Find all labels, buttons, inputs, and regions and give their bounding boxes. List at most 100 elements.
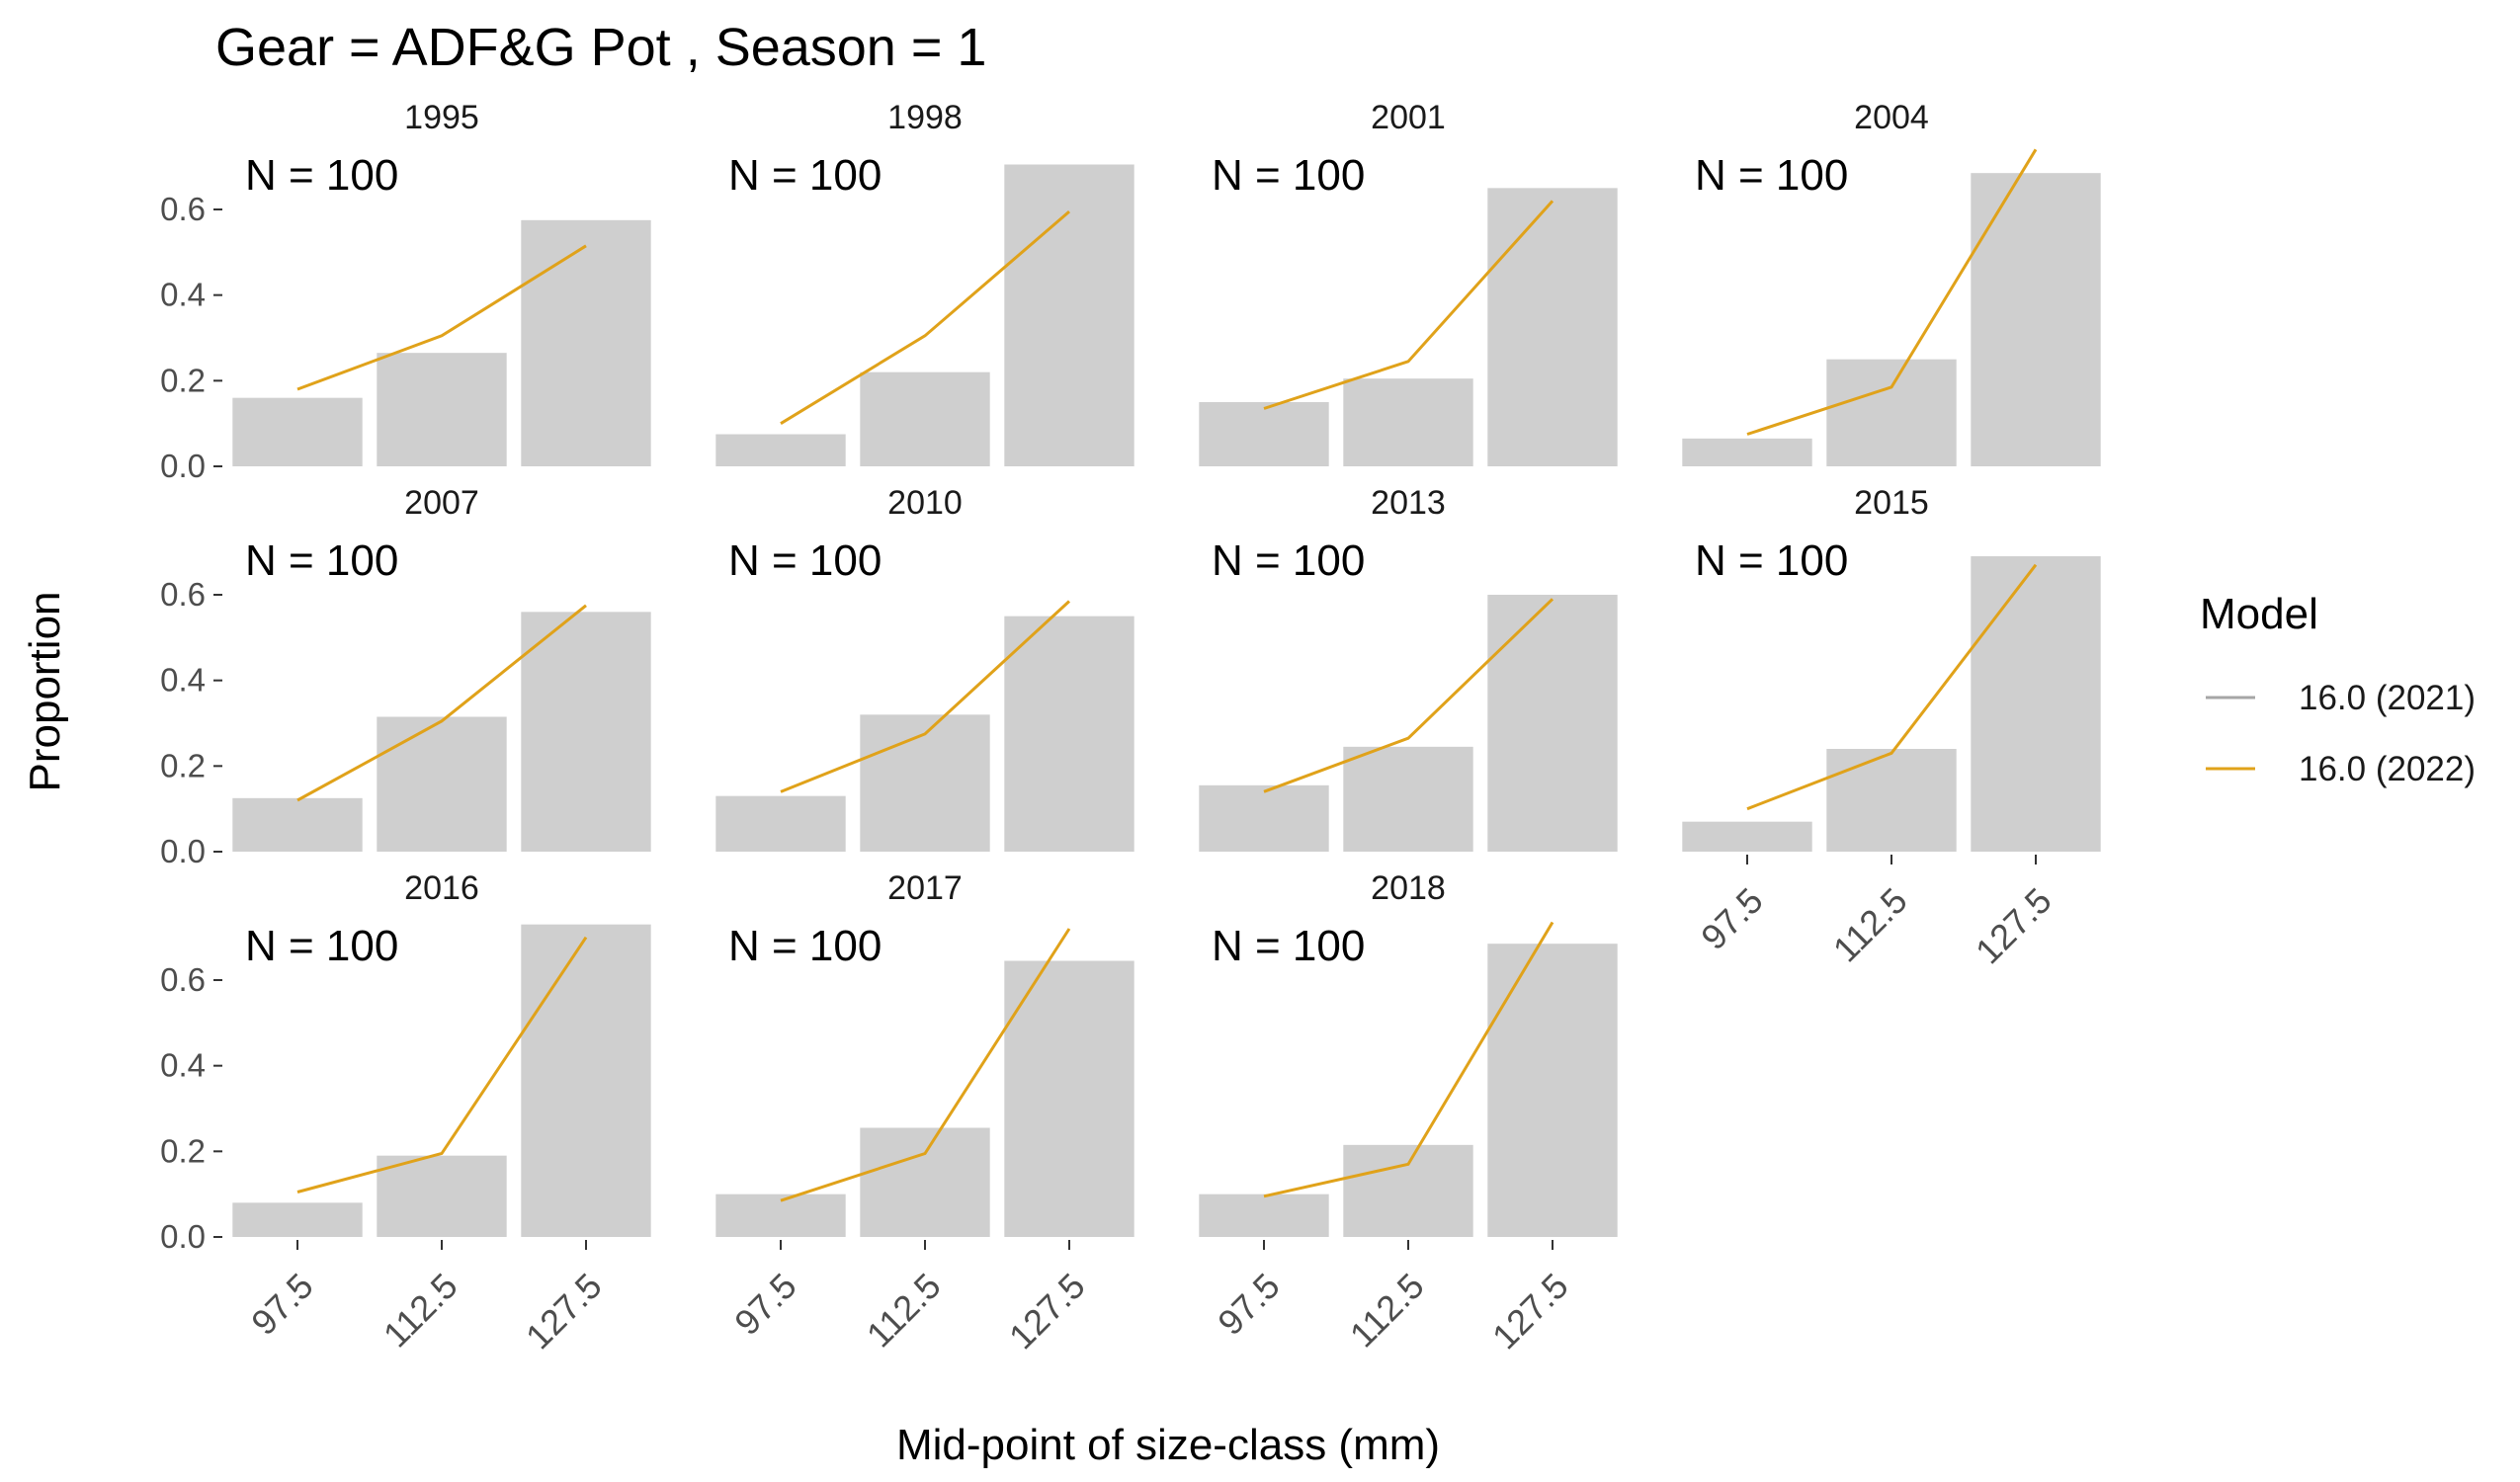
bar-112.5: [1826, 749, 1957, 852]
panel-year-label: 2015: [1854, 484, 1929, 522]
model-line-2022: [296, 244, 587, 391]
y-tick-label: 0.4: [160, 277, 206, 313]
y-tick-label: 0.0: [160, 1218, 206, 1255]
model-line-2022: [1263, 921, 1554, 1198]
model-line-2022: [1746, 148, 2038, 436]
panel-year-label: 2010: [887, 484, 963, 522]
sample-size-label: N = 100: [1695, 151, 1848, 200]
y-tick-label: 0.0: [160, 833, 206, 869]
y-tick-label: 0.6: [160, 576, 206, 613]
y-tick-label: 0.0: [160, 448, 206, 484]
model-line-2022: [296, 936, 588, 1194]
x-tick-label: 112.5: [1825, 880, 1915, 970]
x-tick-label: 97.5: [726, 1266, 804, 1344]
bar-112.5: [860, 1127, 990, 1237]
sample-size-label: N = 100: [245, 536, 398, 585]
model-line-2022: [780, 928, 1071, 1202]
bar-127.5: [1487, 595, 1618, 852]
panel-year-label: 2018: [1371, 869, 1446, 907]
y-tick-label: 0.2: [160, 1132, 206, 1169]
bar-112.5: [860, 371, 990, 466]
x-tick-label: 112.5: [859, 1266, 949, 1356]
bar-127.5: [1487, 944, 1618, 1237]
bar-97.5: [715, 434, 846, 466]
panel-year-label: 2016: [404, 869, 479, 907]
bar-97.5: [232, 1202, 363, 1237]
legend-item: 16.0 (2021): [2206, 679, 2476, 717]
bar-127.5: [1004, 616, 1134, 852]
y-tick-label: 0.4: [160, 1047, 206, 1084]
legend-label: 16.0 (2022): [2299, 750, 2476, 788]
bar-127.5: [521, 612, 651, 852]
panel-1995: 1995 0.0 0.2 0.4 0.6 N = 100: [160, 99, 651, 484]
bar-112.5: [377, 716, 507, 852]
bar-127.5: [1487, 188, 1618, 467]
bar-97.5: [1199, 402, 1329, 466]
panel-2016: 2016 0.0 0.2 0.4 0.6 N = 100 97.5 112.5 127.5: [160, 869, 651, 1357]
y-tick-label: 0.2: [160, 747, 206, 783]
legend-item: 16.0 (2022): [2206, 750, 2476, 788]
sample-size-label: N = 100: [1212, 536, 1365, 585]
panel-year-label: 1998: [887, 99, 963, 136]
bar-112.5: [1343, 1144, 1473, 1237]
x-tick-label: 97.5: [243, 1266, 321, 1344]
x-tick-label: 127.5: [518, 1266, 610, 1358]
sample-size-label: N = 100: [245, 151, 398, 200]
bar-112.5: [377, 1155, 507, 1237]
sample-size-label: N = 100: [1695, 536, 1848, 585]
legend-title: Model: [2200, 590, 2318, 638]
bar-112.5: [1343, 378, 1473, 466]
sample-size-label: N = 100: [1212, 922, 1365, 970]
x-tick-label: 127.5: [1484, 1266, 1576, 1358]
y-tick-label: 0.6: [160, 961, 206, 998]
model-line-2022: [1263, 598, 1554, 793]
sample-size-label: N = 100: [728, 536, 882, 585]
panel-year-label: 2017: [887, 869, 963, 907]
sample-size-label: N = 100: [728, 922, 882, 970]
bar-97.5: [232, 797, 363, 852]
x-axis-title: Mid-point of size-class (mm): [896, 1421, 1440, 1469]
bar-97.5: [232, 397, 363, 466]
x-tick-label: 97.5: [1693, 880, 1771, 958]
panel-year-label: 2013: [1371, 484, 1446, 522]
panel-year-label: 1995: [404, 99, 479, 136]
bar-127.5: [521, 924, 651, 1237]
legend-label: 16.0 (2021): [2299, 679, 2476, 717]
y-tick-label: 0.6: [160, 191, 206, 227]
bar-127.5: [1971, 173, 2101, 466]
sample-size-label: N = 100: [728, 151, 882, 200]
panel-2007: 2007 0.0 0.2 0.4 0.6 N = 100: [160, 484, 651, 869]
chart-title: Gear = ADF&G Pot , Season = 1: [215, 18, 986, 77]
bar-97.5: [1199, 1194, 1329, 1237]
legend: Model 16.0 (2021) 16.0 (2022): [2200, 590, 2476, 788]
panel-year-label: 2007: [404, 484, 479, 522]
x-tick-label: 112.5: [376, 1266, 465, 1356]
bar-127.5: [1971, 556, 2101, 852]
bar-112.5: [1343, 746, 1473, 852]
panel-year-label: 2001: [1371, 99, 1446, 136]
bar-127.5: [521, 219, 651, 466]
sample-size-label: N = 100: [245, 922, 398, 970]
model-line-2022: [780, 600, 1071, 793]
bar-112.5: [860, 714, 990, 852]
sample-size-label: N = 100: [1212, 151, 1365, 200]
x-tick-label: 127.5: [1001, 1266, 1093, 1358]
x-tick-label: 112.5: [1342, 1266, 1432, 1356]
model-line-2022: [780, 210, 1070, 425]
y-axis-title: Proportion: [21, 591, 69, 791]
panel-year-label: 2004: [1854, 99, 1929, 136]
model-line-2022: [1263, 200, 1554, 410]
x-tick-label: 127.5: [1968, 880, 2059, 972]
bar-112.5: [377, 353, 507, 466]
x-tick-label: 97.5: [1210, 1266, 1288, 1344]
y-tick-label: 0.2: [160, 362, 206, 398]
bar-97.5: [1682, 438, 1812, 466]
model-line-2022: [296, 604, 587, 802]
